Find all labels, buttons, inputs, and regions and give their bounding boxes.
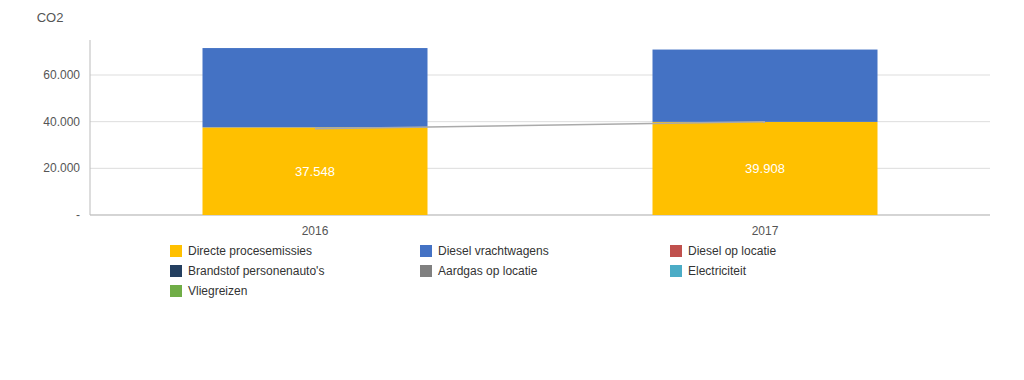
y-tick-label: - — [76, 208, 80, 222]
legend-label: Electriciteit — [688, 264, 747, 278]
legend-label: Directe procesemissies — [188, 244, 312, 258]
legend-swatch — [420, 265, 432, 277]
legend: Directe procesemissies Diesel vrachtwagen… — [170, 244, 776, 298]
line — [315, 122, 765, 129]
legend-label: Diesel vrachtwagens — [438, 244, 549, 258]
bar — [203, 48, 428, 127]
legend-swatch — [170, 265, 182, 277]
legend-swatch — [170, 245, 182, 257]
legend-label: Brandstof personenauto's — [188, 264, 324, 278]
bar — [203, 127, 428, 215]
legend-swatch — [170, 285, 182, 297]
legend-label: Aardgas op locatie — [438, 264, 538, 278]
legend-label: Vliegreizen — [188, 284, 247, 298]
y-axis-line — [90, 40, 91, 215]
data-labels: 37.548 39.908 — [295, 161, 785, 179]
bar — [653, 50, 878, 122]
data-label: 37.548 — [295, 164, 335, 179]
y-tick-label: 40.000 — [43, 115, 80, 129]
chart: - 20.000 40.000 60.000 CO2 2016 2017 37.548 39.9… — [0, 0, 1024, 380]
x-tick-label: 2017 — [752, 224, 779, 238]
x-tick-label: 2016 — [302, 224, 329, 238]
bar — [653, 122, 878, 215]
y-tick-label: 60.000 — [43, 68, 80, 82]
legend-swatch — [670, 245, 682, 257]
legend-swatch — [670, 265, 682, 277]
marks — [203, 48, 878, 215]
y-axis-label: CO2 — [37, 10, 64, 25]
y-tick-label: 20.000 — [43, 161, 80, 175]
legend-swatch — [420, 245, 432, 257]
legend-label: Diesel op locatie — [688, 244, 776, 258]
data-label: 39.908 — [745, 161, 785, 176]
